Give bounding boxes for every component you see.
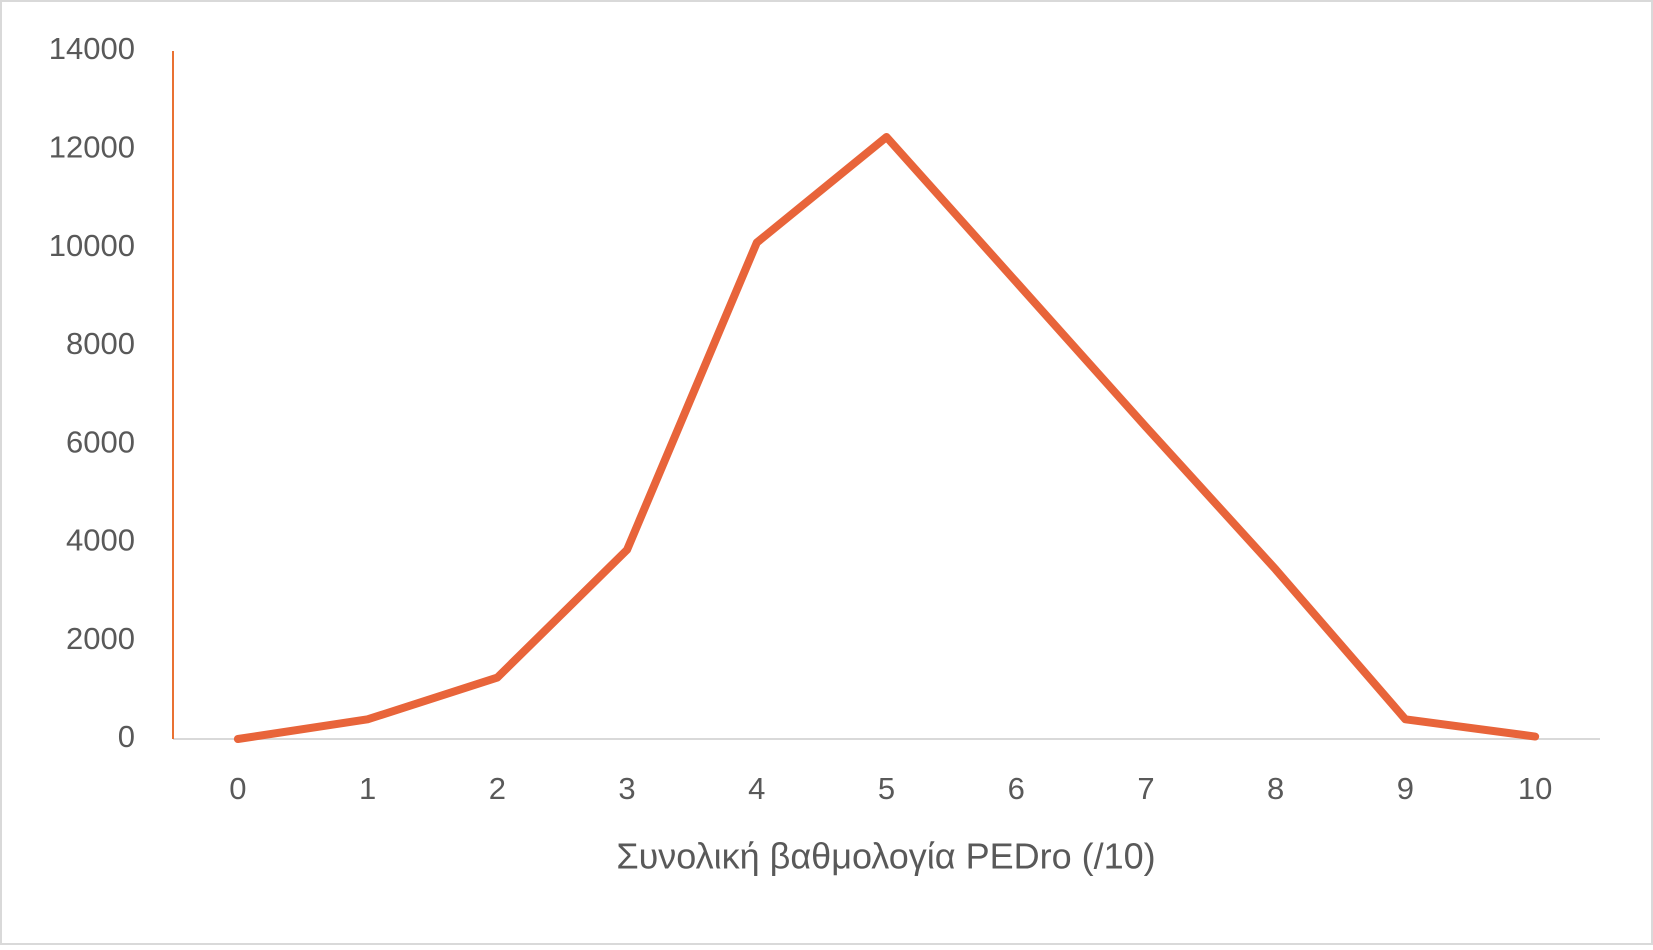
y-tick-label: 12000 bbox=[49, 129, 135, 164]
x-tick-label: 0 bbox=[229, 771, 246, 806]
x-axis-title: Συνολική βαθμολογία PEDro (/10) bbox=[616, 836, 1155, 877]
y-tick-label: 4000 bbox=[66, 523, 135, 558]
x-tick-label: 1 bbox=[359, 771, 376, 806]
x-tick-label: 3 bbox=[618, 771, 635, 806]
y-tick-label: 14000 bbox=[49, 31, 135, 66]
y-tick-label: 10000 bbox=[49, 228, 135, 263]
x-tick-label: 6 bbox=[1008, 771, 1025, 806]
x-tick-label: 9 bbox=[1397, 771, 1414, 806]
y-tick-label: 8000 bbox=[66, 326, 135, 361]
x-tick-label: 10 bbox=[1518, 771, 1552, 806]
y-tick-label: 6000 bbox=[66, 424, 135, 459]
data-line bbox=[233, 133, 1540, 743]
x-tick-label: 7 bbox=[1137, 771, 1154, 806]
y-tick-label: 2000 bbox=[66, 621, 135, 656]
x-tick-label: 4 bbox=[748, 771, 765, 806]
x-tick-label: 2 bbox=[489, 771, 506, 806]
x-tick-label: 8 bbox=[1267, 771, 1284, 806]
y-tick-label: 0 bbox=[118, 719, 135, 754]
x-tick-label: 5 bbox=[878, 771, 895, 806]
